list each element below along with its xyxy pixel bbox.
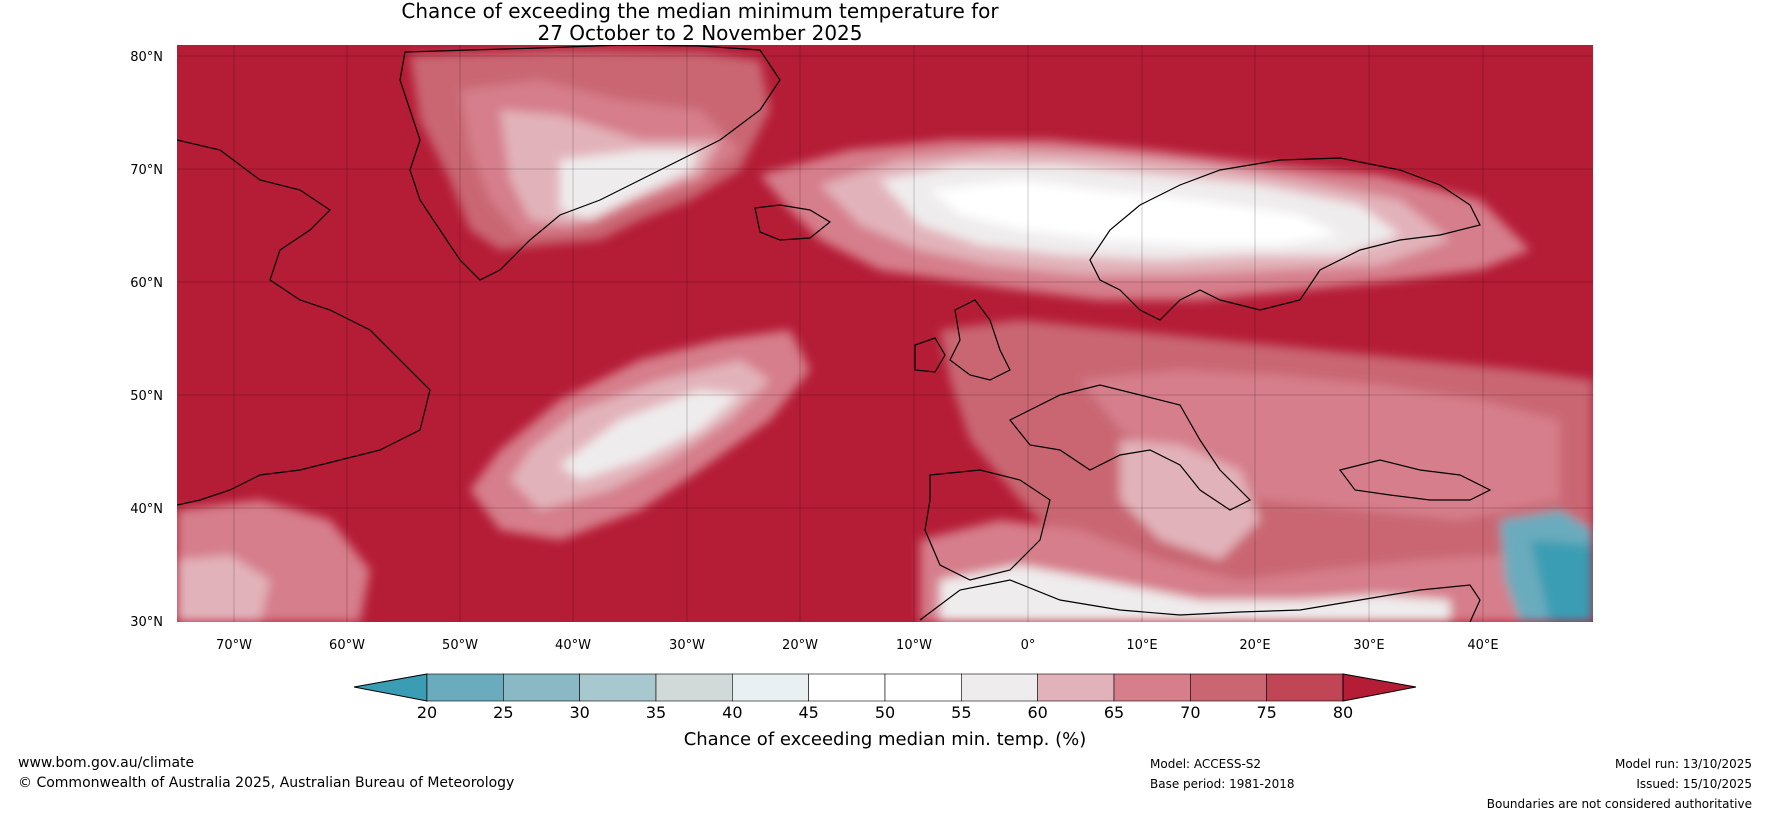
lon-label: 20°E bbox=[1239, 638, 1270, 653]
lat-label: 70°N bbox=[130, 163, 163, 178]
lon-label: 0° bbox=[1021, 638, 1036, 653]
lat-label: 60°N bbox=[130, 276, 163, 291]
colorbar-cell bbox=[1190, 673, 1267, 702]
colorbar-cell bbox=[1266, 673, 1344, 702]
colorbar-cell bbox=[808, 673, 886, 702]
chart-title-line-1: Chance of exceeding the median minimum t… bbox=[401, 0, 999, 23]
longitude-labels: 70°W 60°W 50°W 40°W 30°W 20°W 10°W 0° 10… bbox=[216, 638, 1499, 653]
lon-label: 40°E bbox=[1467, 638, 1498, 653]
lon-label: 10°W bbox=[896, 638, 932, 653]
lon-label: 70°W bbox=[216, 638, 252, 653]
lat-label: 80°N bbox=[130, 50, 163, 65]
lon-label: 40°W bbox=[555, 638, 591, 653]
colorbar-tick-label: 20 bbox=[417, 703, 437, 722]
black-sea-coast bbox=[1338, 459, 1492, 501]
greenland-coast bbox=[399, 45, 781, 281]
chart-title-line-2: 27 October to 2 November 2025 bbox=[537, 21, 863, 45]
colorbar-tick-label: 45 bbox=[798, 703, 818, 722]
ireland-coast bbox=[914, 337, 946, 373]
north-africa-coast bbox=[919, 579, 1481, 622]
colorbar: 20 25 30 35 40 45 50 55 60 65 70 75 80 Chance of exc… bbox=[353, 673, 1417, 750]
lat-label: 40°N bbox=[130, 502, 163, 517]
lon-label: 20°W bbox=[782, 638, 818, 653]
colorbar-tick-label: 40 bbox=[722, 703, 742, 722]
lat-label: 30°N bbox=[130, 615, 163, 630]
probability-field bbox=[177, 45, 1593, 622]
footer-disclaimer: Boundaries are not considered authoritat… bbox=[1486, 797, 1752, 811]
north-america-coast bbox=[177, 139, 431, 506]
iceland-coast bbox=[754, 204, 832, 241]
colorbar-cell bbox=[1113, 673, 1191, 702]
graticule bbox=[177, 45, 1593, 622]
footer-model-run: Model run: 13/10/2025 bbox=[1614, 757, 1752, 771]
lon-label: 30°E bbox=[1353, 638, 1384, 653]
colorbar-tick-label: 80 bbox=[1333, 703, 1353, 722]
colorbar-tick-label: 65 bbox=[1104, 703, 1124, 722]
colorbar-tick-label: 60 bbox=[1027, 703, 1047, 722]
lat-label: 50°N bbox=[130, 389, 163, 404]
colorbar-cell bbox=[426, 673, 504, 702]
colorbar-low-arrow bbox=[353, 673, 428, 702]
colorbar-high-arrow bbox=[1342, 673, 1417, 702]
colorbar-cells bbox=[426, 673, 1344, 702]
colorbar-cell bbox=[884, 673, 962, 702]
footer-issued: Issued: 15/10/2025 bbox=[1636, 777, 1752, 791]
lon-label: 60°W bbox=[329, 638, 365, 653]
colorbar-cell bbox=[503, 673, 580, 702]
western-europe-coast bbox=[1009, 384, 1252, 511]
colorbar-tick-label: 30 bbox=[569, 703, 589, 722]
colorbar-tick-label: 55 bbox=[951, 703, 971, 722]
colorbar-cell bbox=[961, 673, 1038, 702]
iberia-coast bbox=[924, 469, 1051, 581]
latitude-labels: 80°N 70°N 60°N 50°N 40°N 30°N bbox=[130, 50, 163, 630]
colorbar-tick-label: 50 bbox=[875, 703, 895, 722]
coastlines bbox=[177, 45, 1492, 622]
lon-label: 30°W bbox=[669, 638, 705, 653]
colorbar-label: Chance of exceeding median min. temp. (%… bbox=[684, 729, 1087, 750]
colorbar-tick-label: 25 bbox=[493, 703, 513, 722]
colorbar-cell bbox=[655, 673, 733, 702]
colorbar-tick-label: 35 bbox=[646, 703, 666, 722]
colorbar-tick-label: 70 bbox=[1180, 703, 1200, 722]
lon-label: 50°W bbox=[442, 638, 478, 653]
lon-label: 10°E bbox=[1126, 638, 1157, 653]
footer-website[interactable]: www.bom.gov.au/climate bbox=[18, 755, 195, 771]
footer-model: Model: ACCESS-S2 bbox=[1150, 757, 1262, 771]
colorbar-cell bbox=[1037, 673, 1115, 702]
great-britain-coast bbox=[949, 299, 1011, 381]
footer-copyright: © Commonwealth of Australia 2025, Austra… bbox=[18, 775, 515, 791]
colorbar-cell bbox=[732, 673, 809, 702]
footer-base-period: Base period: 1981-2018 bbox=[1150, 777, 1295, 791]
scandinavia-coast bbox=[1089, 157, 1481, 321]
colorbar-cell bbox=[579, 673, 657, 702]
colorbar-tick-labels: 20 25 30 35 40 45 50 55 60 65 70 75 80 bbox=[417, 703, 1353, 722]
colorbar-tick-label: 75 bbox=[1256, 703, 1276, 722]
